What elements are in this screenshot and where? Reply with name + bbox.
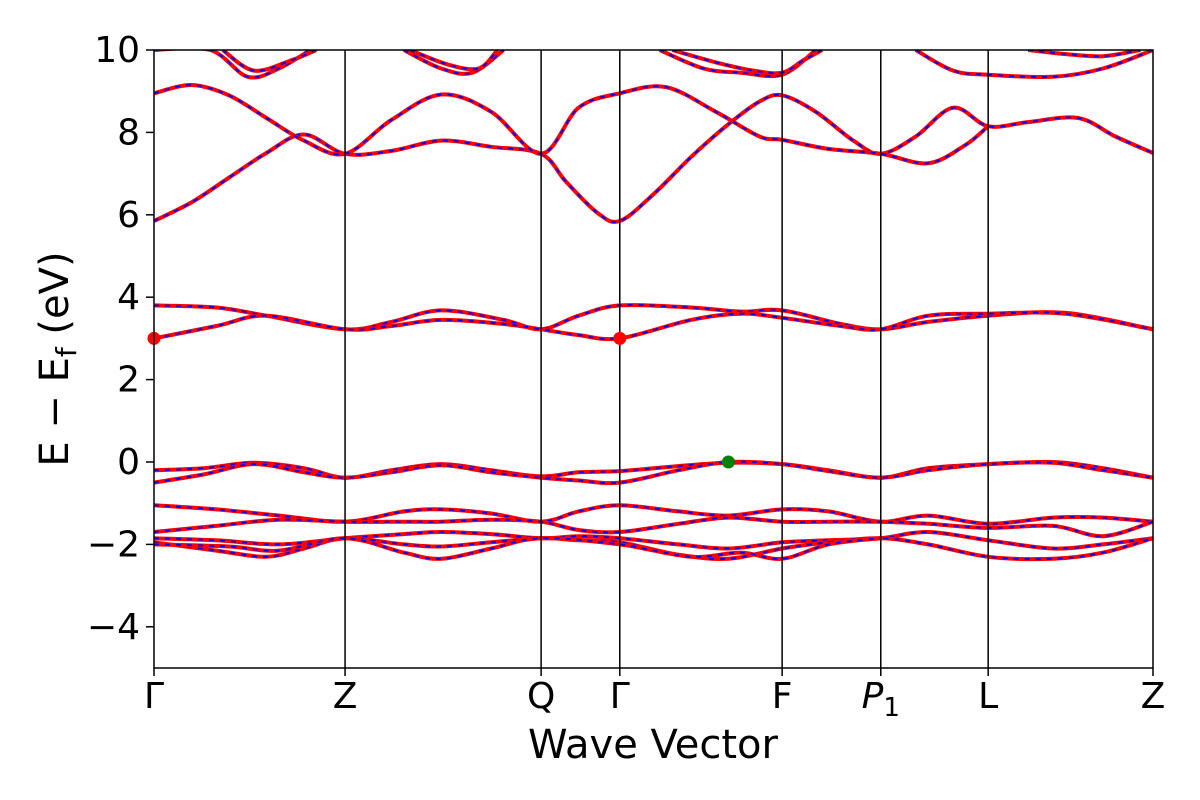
y-tick-label-7: 10 xyxy=(94,30,140,71)
plot-frame xyxy=(153,49,1154,669)
x-tick-label-0: Γ xyxy=(144,676,164,717)
x-tick-label-5: P1 xyxy=(862,676,900,723)
band-line-2 xyxy=(154,303,1153,332)
extremum-markers xyxy=(147,331,735,469)
band-line-dashed-2 xyxy=(154,304,1153,331)
band-line-dashed-10 xyxy=(154,537,881,560)
band-line-7 xyxy=(154,515,1153,539)
band-line-17 xyxy=(914,50,1153,80)
y-tick-label-1: −2 xyxy=(87,524,140,565)
y-tick-label-3: 2 xyxy=(117,360,140,401)
y-axis-title: E − Ef (eV) xyxy=(32,251,83,466)
y-axis-title-main: E − E xyxy=(32,357,78,467)
band-line-dashed-1 xyxy=(154,83,989,165)
band-line-dashed-0 xyxy=(154,93,1153,223)
x-tick-label-7: Z xyxy=(1141,676,1166,717)
y-tick-label-2: 0 xyxy=(117,442,140,483)
y-axis-title-unit: (eV) xyxy=(32,251,78,347)
cbm-marker-1 xyxy=(613,331,627,345)
band-line-dashed-5 xyxy=(154,460,1153,485)
y-tick-label-0: −4 xyxy=(87,607,140,648)
x-axis-ticks: Γ Z Q Γ F P1 L Z xyxy=(144,668,1165,723)
x-tick-label-6: L xyxy=(978,676,998,717)
band-line-dashed-13 xyxy=(403,50,505,75)
band-lines xyxy=(154,50,1153,562)
x-tick-label-3: Γ xyxy=(610,676,630,717)
band-line-dashed-15 xyxy=(659,50,817,78)
x-axis-title: Wave Vector xyxy=(528,722,779,768)
band-line-5 xyxy=(154,459,1153,486)
x-tick-label-2: Q xyxy=(527,676,555,717)
x-tick-label-1: Z xyxy=(333,676,358,717)
band-line-dashed-14 xyxy=(409,50,499,71)
band-line-dashed-16 xyxy=(671,50,823,75)
band-line-0 xyxy=(154,92,1153,224)
band-line-dashed-11 xyxy=(154,50,311,79)
y-tick-label-5: 6 xyxy=(117,195,140,236)
band-line-dashed-12 xyxy=(222,50,317,72)
band-line-dashed-18 xyxy=(1027,50,1141,58)
kpoint-lines xyxy=(344,50,989,668)
y-tick-label-4: 4 xyxy=(117,277,140,318)
y-tick-label-6: 8 xyxy=(117,112,140,153)
x-tick-label-4: F xyxy=(772,676,793,717)
vbm-marker-2 xyxy=(721,455,735,469)
y-axis-ticks: −4 −2 0 2 4 6 8 10 xyxy=(87,30,154,648)
y-axis-title-sub: f xyxy=(50,346,83,357)
